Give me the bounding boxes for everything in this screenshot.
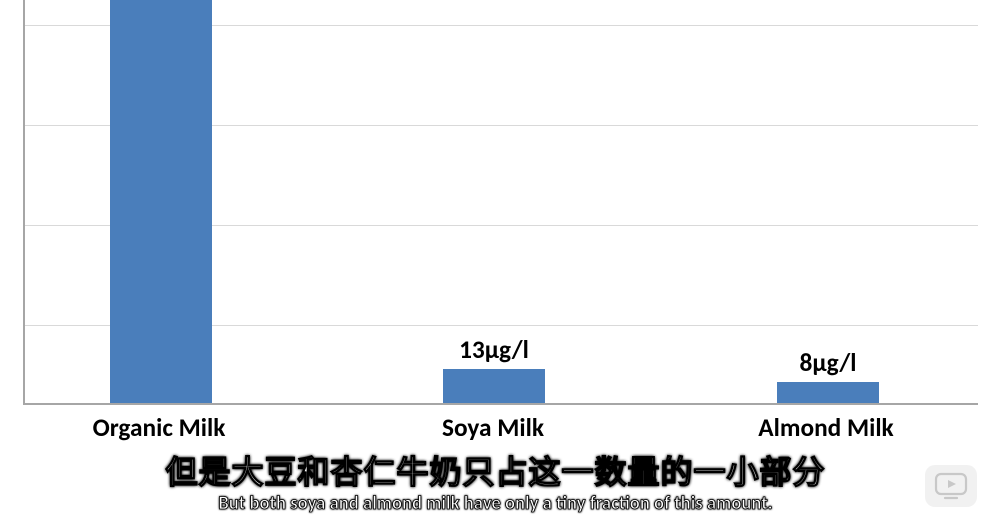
bar-rect bbox=[110, 0, 212, 403]
x-axis-label-organic: Organic Milk bbox=[39, 412, 279, 443]
chart-plot-area: 13µg/l 8µg/l bbox=[23, 0, 978, 405]
bar-soya: 13µg/l bbox=[443, 369, 545, 403]
bar-value-label: 13µg/l bbox=[394, 334, 594, 365]
x-axis-label-almond: Almond Milk bbox=[706, 412, 946, 443]
bar-organic bbox=[110, 0, 212, 403]
player-overlay-button[interactable] bbox=[925, 465, 977, 507]
x-axis-label-soya: Soya Milk bbox=[373, 412, 613, 443]
subtitle-chinese: 但是大豆和杏仁牛奶只占这一数量的一小部分 bbox=[0, 455, 991, 490]
tv-play-icon bbox=[933, 471, 969, 501]
video-subtitles: 但是大豆和杏仁牛奶只占这一数量的一小部分 But both soya and a… bbox=[0, 455, 991, 515]
bar-rect bbox=[443, 369, 545, 403]
bar-almond: 8µg/l bbox=[777, 382, 879, 403]
bar-value-label: 8µg/l bbox=[728, 347, 928, 378]
subtitle-english: But both soya and almond milk have only … bbox=[0, 493, 991, 515]
bar-rect bbox=[777, 382, 879, 403]
